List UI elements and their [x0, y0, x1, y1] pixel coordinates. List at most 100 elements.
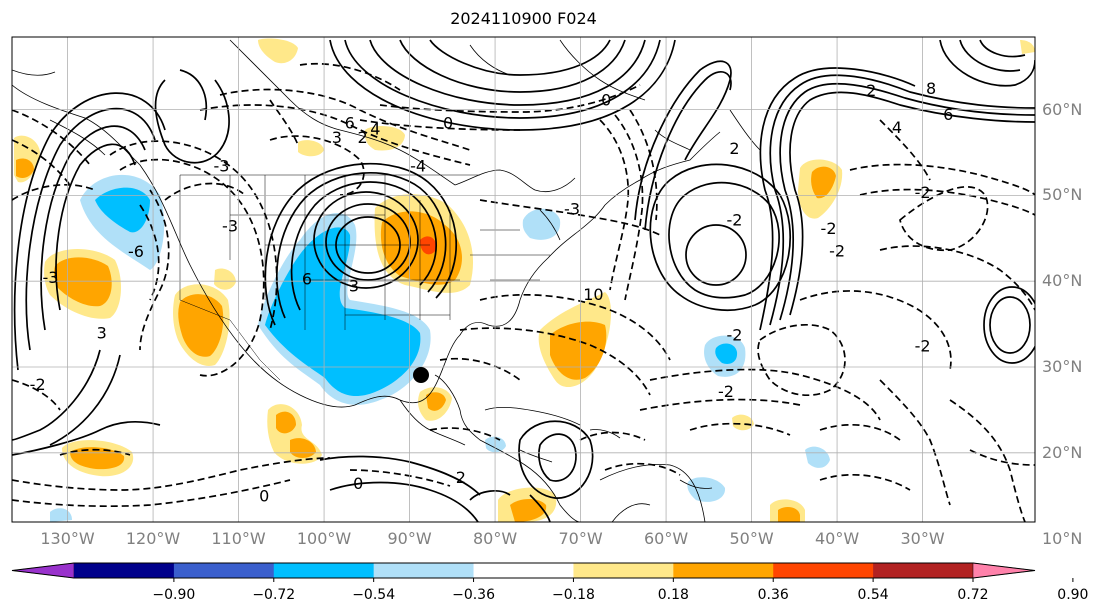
contour-label: 4: [892, 118, 902, 137]
colorbar-tick-label: −0.18: [551, 587, 595, 603]
contour-label: 3: [332, 128, 342, 147]
colorbar: [11, 562, 1074, 582]
latitude-label: 50°N: [1042, 185, 1083, 205]
contour-label: 0: [353, 474, 363, 493]
contour-label: 3: [97, 324, 107, 343]
negative-anomaly-region: [522, 208, 561, 240]
contour-label: 6: [345, 113, 355, 132]
contour-label: 2: [866, 81, 876, 100]
contour-label-layer: 06432-4-3-3-3-6-3-23630-3102-2-2-2-2-2-2…: [30, 79, 954, 506]
positive-anomaly-region: [178, 294, 224, 357]
contour-label: -3: [213, 156, 229, 175]
colorbar-segment: [473, 563, 574, 578]
contour-label: 2: [456, 468, 466, 487]
colorbar-tick-label: 0.18: [657, 587, 689, 603]
colorbar-tick-label: −0.54: [352, 587, 396, 603]
positive-anomaly-region: [426, 392, 446, 411]
latitude-label: 30°N: [1042, 357, 1083, 376]
positive-anomaly-region: [778, 507, 800, 522]
latitude-label: 60°N: [1042, 99, 1083, 119]
longitude-label: 70°W: [558, 529, 603, 548]
contour-label: 6: [943, 105, 953, 124]
colorbar-extend-low: [11, 562, 75, 579]
longitude-label: 110°W: [211, 529, 266, 548]
longitude-label: 60°W: [643, 529, 689, 548]
contour-label: -2: [821, 219, 837, 238]
longitude-label: 90°W: [387, 529, 432, 548]
positive-anomaly-region: [258, 38, 298, 64]
negative-anomaly-region: [265, 227, 421, 397]
contour-label: -2: [726, 210, 742, 229]
contour-label: 0: [601, 90, 611, 109]
latitude-label: 20°N: [1042, 442, 1083, 462]
longitude-label: 30°W: [900, 529, 945, 548]
colorbar-tick-label: 0.90: [1057, 587, 1089, 603]
positive-anomaly-region: [214, 268, 236, 290]
positive-anomaly-region: [54, 257, 112, 307]
positive-anomaly-region: [811, 166, 836, 199]
map-title: 2024110900 F024: [450, 9, 597, 28]
colorbar-segment: [673, 563, 774, 578]
contour-label: 8: [926, 79, 936, 98]
contour-label: 0: [443, 113, 453, 132]
contour-label: -2: [718, 382, 734, 401]
colorbar-segment: [773, 563, 874, 578]
longitude-label: 130°W: [40, 529, 95, 548]
contour-label: -2: [829, 241, 845, 260]
colorbar-tick-label: 0.54: [857, 587, 889, 603]
contour-label: 3: [349, 276, 359, 295]
colorbar-segment: [573, 563, 674, 578]
longitude-label: 40°W: [814, 529, 860, 548]
colorbar-tick-label: 0.72: [957, 587, 989, 603]
colorbar-segment: [373, 563, 475, 578]
contour-label: 4: [370, 119, 380, 138]
negative-anomaly-region: [50, 508, 72, 522]
positive-anomaly-region: [510, 498, 547, 522]
lat-lon-grid: [12, 37, 1035, 522]
longitude-label: 120°W: [125, 529, 181, 548]
colorbar-outline: [11, 562, 1036, 579]
colorbar-tick-label: 0.36: [757, 587, 789, 603]
negative-anomaly-region: [485, 436, 506, 453]
longitude-label: 100°W: [296, 529, 352, 548]
positive-anomaly-region: [290, 438, 316, 458]
contour-label: -3: [42, 268, 58, 287]
negative-contours: [12, 62, 1035, 522]
contour-label: -4: [410, 156, 426, 175]
contour-label: -2: [915, 337, 931, 356]
positive-anomaly-region: [276, 411, 296, 434]
negative-anomaly-region: [687, 477, 726, 502]
contour-label: -2: [726, 325, 742, 344]
shading-layer: [14, 38, 1035, 522]
latitude-label: 40°N: [1042, 271, 1083, 291]
longitude-label: 80°W: [472, 529, 518, 548]
colorbar-segment: [873, 563, 974, 578]
latitude-label: 10°N: [1042, 528, 1083, 548]
positive-anomaly-region: [732, 414, 754, 431]
negative-anomaly-region: [805, 446, 830, 468]
storm-center-marker: [413, 367, 429, 383]
contour-label: -3: [564, 199, 580, 218]
longitude-label: 50°W: [729, 529, 774, 548]
colorbar-segment: [74, 563, 175, 578]
contour-label: 6: [302, 270, 312, 289]
colorbar-tick-label: −0.36: [452, 587, 495, 603]
contour-label: -2: [915, 183, 931, 202]
positive-anomaly-region: [420, 236, 437, 255]
colorbar-tick-label: −0.72: [252, 587, 296, 603]
negative-anomaly-region: [715, 343, 738, 364]
coastlines: [12, 39, 761, 522]
contour-label: 10: [583, 285, 603, 304]
positive-anomaly-region: [298, 140, 324, 157]
contour-label: 0: [259, 487, 269, 506]
contour-label: 2: [357, 128, 367, 147]
negative-anomaly-region: [95, 187, 150, 233]
colorbar-extend-high: [972, 562, 1036, 579]
contour-label: 2: [729, 139, 739, 158]
contour-label: -2: [30, 375, 46, 394]
positive-anomaly-region: [1020, 40, 1035, 54]
contour-label: -6: [128, 242, 144, 261]
map-frame: [11, 36, 1036, 523]
positive-anomaly-region: [16, 158, 34, 178]
